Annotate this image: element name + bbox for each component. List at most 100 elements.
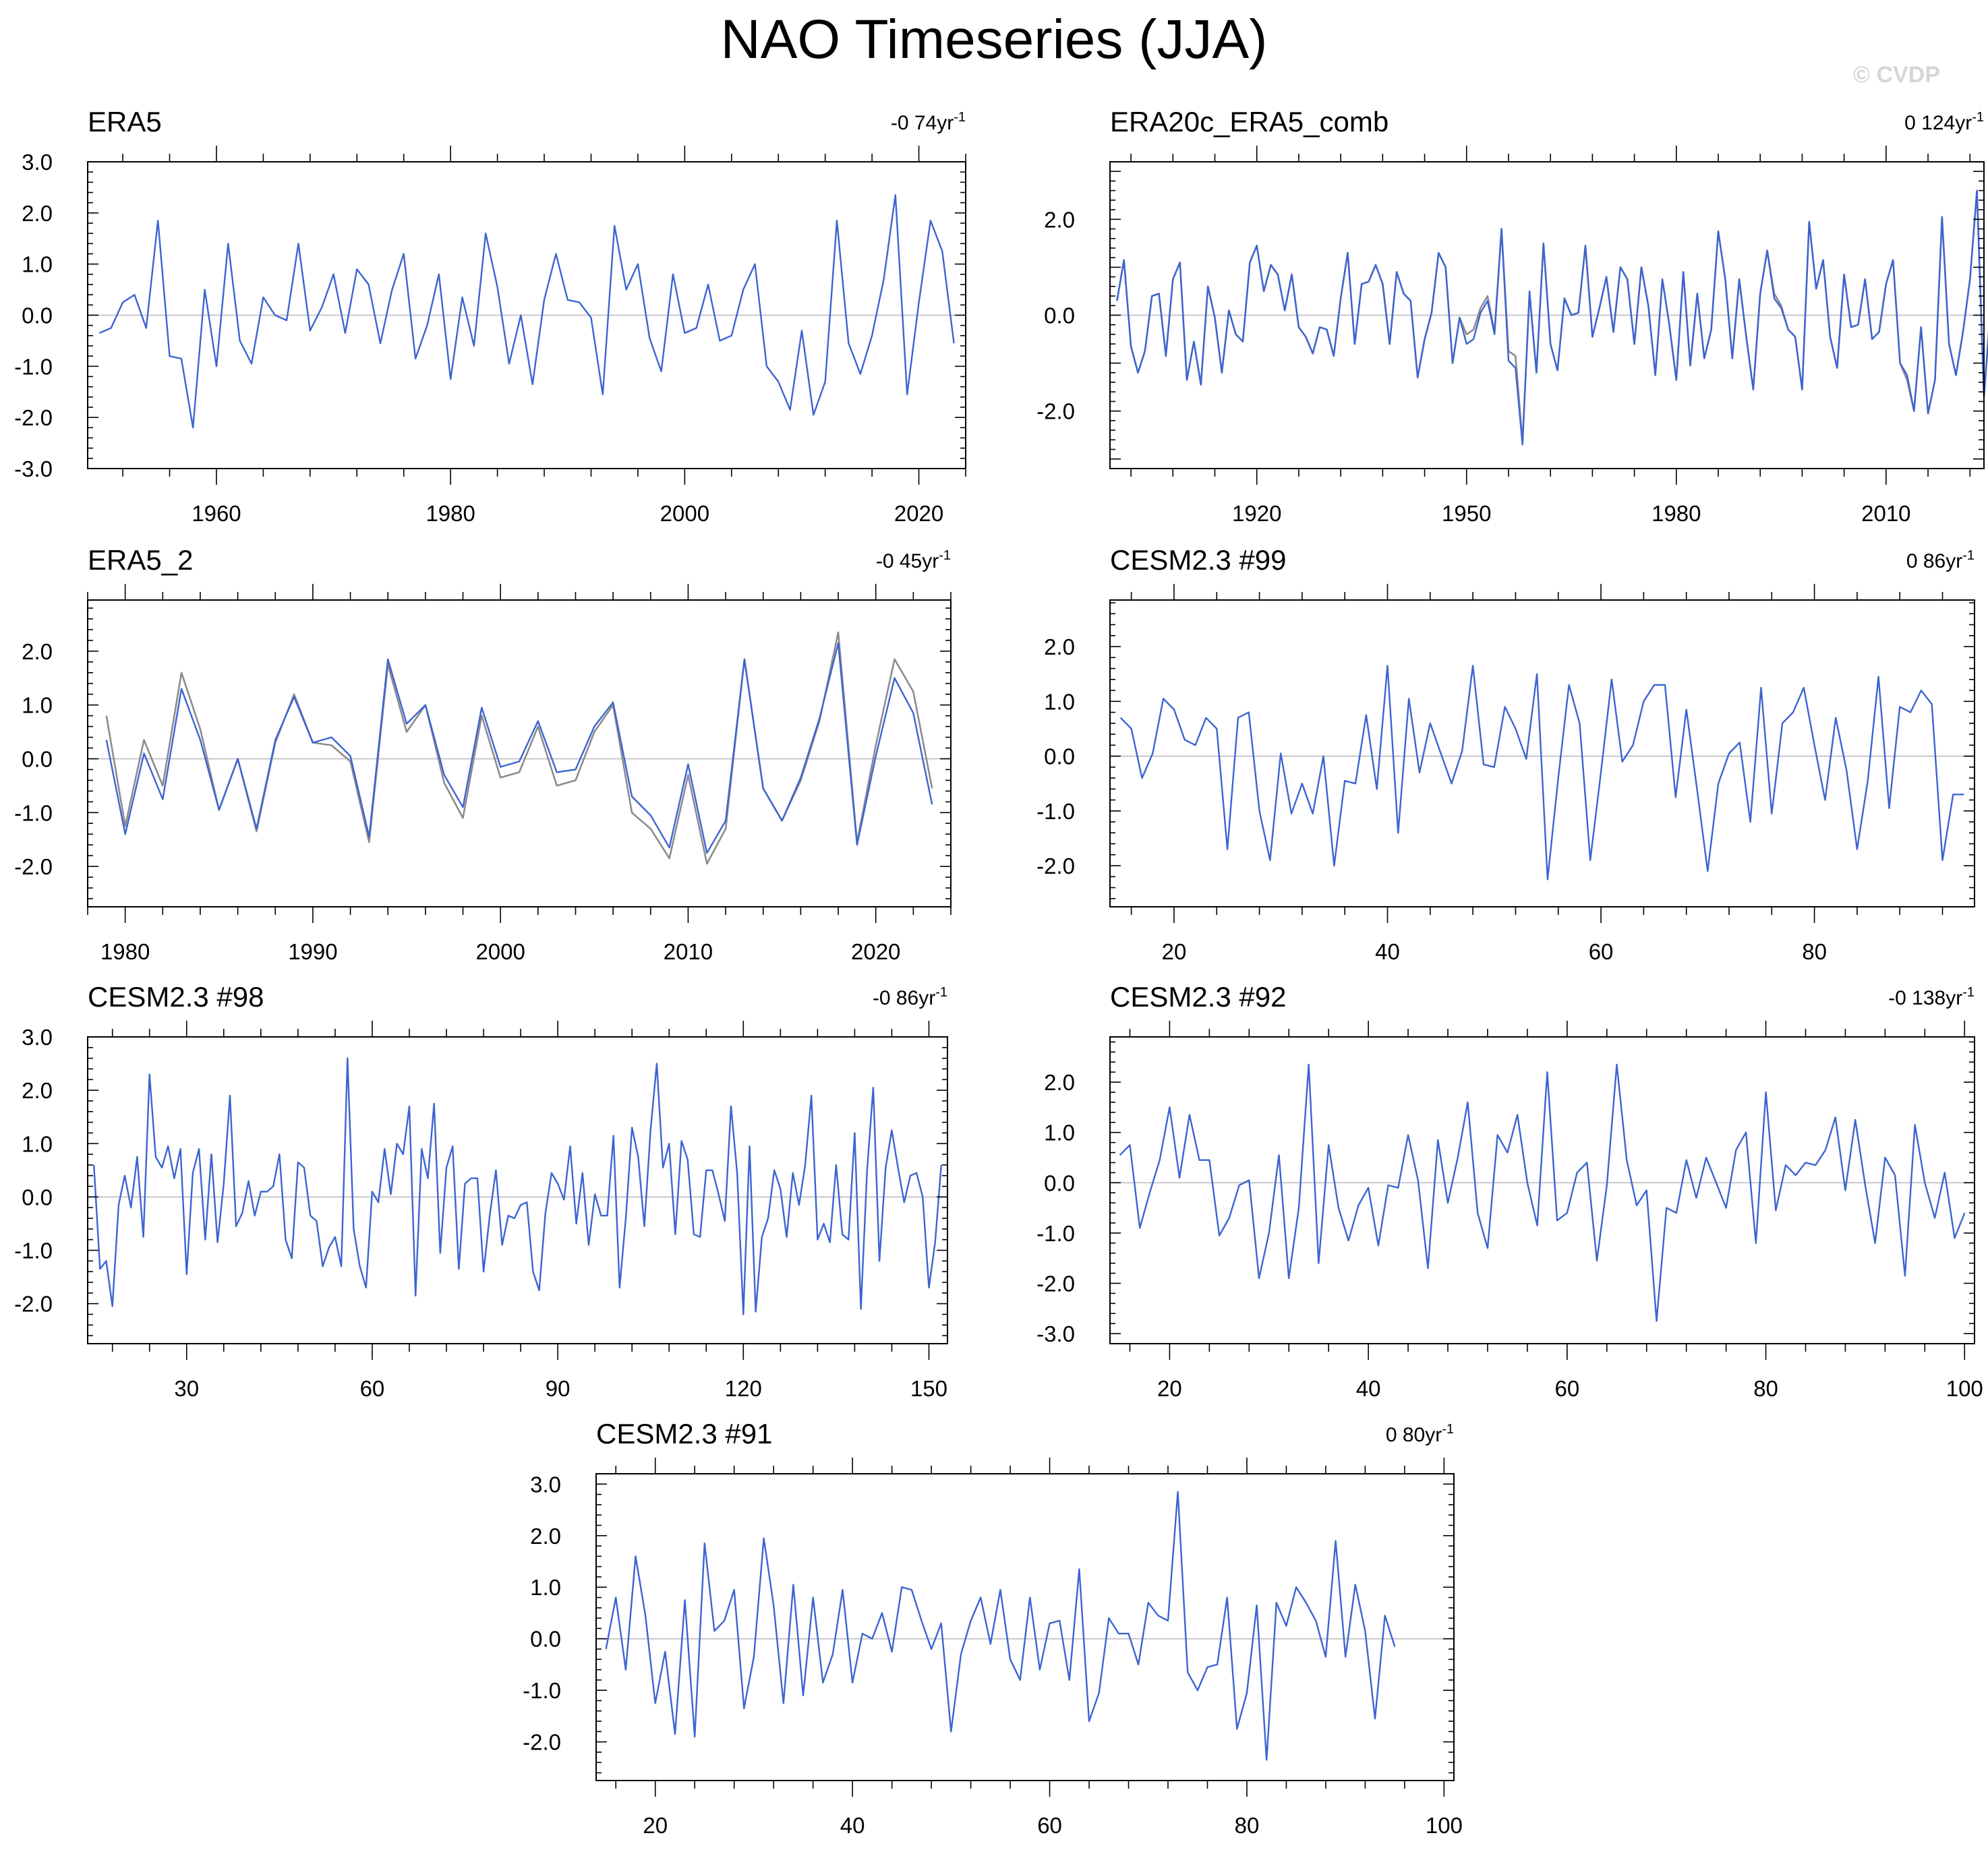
plot-frame xyxy=(87,1036,948,1344)
y-tick-label: -2.0 xyxy=(1036,854,1075,878)
x-tick-label: 40 xyxy=(840,1813,865,1838)
y-tick-label: -1.0 xyxy=(14,354,53,379)
trend-label: 0 80yr-1 xyxy=(1386,1422,1454,1446)
y-tick-label: -2.0 xyxy=(523,1730,561,1755)
panel-title: ERA20c_ERA5_comb xyxy=(1110,106,1388,138)
x-tick-label: 80 xyxy=(1802,939,1827,964)
x-tick-label: 150 xyxy=(910,1376,947,1401)
x-tick-label: 60 xyxy=(1037,1813,1062,1838)
watermark: © CVDP xyxy=(1853,62,1940,88)
chart-panel-cesm92: 2.0 1.0 0.0 -1.0 -2.0 -3.0 20 40 60 80 100 CESM2.3 … xyxy=(1036,981,1983,1401)
y-tick-label: -2.0 xyxy=(1036,1271,1075,1296)
panel-title: ERA5 xyxy=(88,106,162,138)
y-tick-label: 1.0 xyxy=(22,252,53,277)
series-line-observations xyxy=(1116,189,1988,444)
series-line-observations xyxy=(105,631,933,865)
x-tick-label: 1960 xyxy=(192,501,241,526)
trend-label: -0 74yr-1 xyxy=(891,110,966,134)
chart-panel-cesm98: 3.0 2.0 1.0 0.0 -1.0 -2.0 30 60 90 120 150 CESM2.3 … xyxy=(14,981,948,1401)
y-tick-label: 2.0 xyxy=(22,1078,53,1103)
y-tick-label: 2.0 xyxy=(1044,1070,1075,1095)
x-tick-label: 40 xyxy=(1375,939,1400,964)
chart-panel-era20c: 2.0 0.0 -2.0 1920 1950 1980 2010 ERA20c_ERA5_co… xyxy=(1036,106,1988,526)
y-tick-label: -2.0 xyxy=(14,854,53,879)
y-tick-label: 2.0 xyxy=(530,1524,561,1549)
y-tick-label: -1.0 xyxy=(1036,1221,1075,1246)
x-tick-label: 80 xyxy=(1753,1376,1778,1401)
x-tick-label: 90 xyxy=(546,1376,571,1401)
panel-title: CESM2.3 #92 xyxy=(1110,981,1286,1013)
plot-frame xyxy=(1109,599,1975,907)
y-tick-label: 3.0 xyxy=(22,1025,53,1050)
x-tick-label: 1990 xyxy=(288,939,337,964)
x-tick-label: 20 xyxy=(1157,1376,1182,1401)
x-tick-label: 2010 xyxy=(664,939,713,964)
y-tick-label: 2.0 xyxy=(1044,634,1075,659)
plot-frame xyxy=(595,1473,1455,1781)
series-line-model xyxy=(105,642,933,854)
x-tick-label: 20 xyxy=(643,1813,668,1838)
x-tick-label: 80 xyxy=(1235,1813,1260,1838)
y-tick-label: 3.0 xyxy=(530,1472,561,1497)
y-tick-label: -2.0 xyxy=(14,1292,53,1317)
main-title: NAO Timeseries (JJA) xyxy=(720,9,1268,70)
y-tick-label: 1.0 xyxy=(1044,1121,1075,1145)
y-tick-label: 2.0 xyxy=(22,201,53,226)
x-tick-label: 2000 xyxy=(660,501,709,526)
x-tick-label: 100 xyxy=(1946,1376,1983,1401)
y-tick-label: -3.0 xyxy=(14,456,53,481)
y-tick-label: 0.0 xyxy=(1044,744,1075,769)
x-tick-label: 2020 xyxy=(851,939,900,964)
series-line-model xyxy=(98,194,955,429)
y-tick-label: 0.0 xyxy=(530,1627,561,1652)
chart-panel-cesm99: 2.0 1.0 0.0 -1.0 -2.0 20 40 60 80 CESM2.3 #99 0 86… xyxy=(1036,544,1975,964)
x-tick-label: 1950 xyxy=(1442,501,1491,526)
x-tick-label: 40 xyxy=(1356,1376,1381,1401)
x-tick-label: 1980 xyxy=(426,501,475,526)
x-tick-label: 100 xyxy=(1426,1813,1463,1838)
x-tick-label: 60 xyxy=(360,1376,385,1401)
series-line-model xyxy=(1116,189,1988,446)
y-tick-label: -2.0 xyxy=(1036,399,1075,424)
y-tick-label: -1.0 xyxy=(523,1678,561,1703)
y-tick-label: -1.0 xyxy=(1036,799,1075,824)
chart-panel-era5: 3.0 2.0 1.0 0.0 -1.0 -2.0 -3.0 1960 1980 2000 2020… xyxy=(14,106,966,526)
series-line-model xyxy=(605,1491,1396,1761)
y-tick-label: 1.0 xyxy=(530,1575,561,1600)
x-tick-label: 120 xyxy=(725,1376,762,1401)
trend-label: 0 86yr-1 xyxy=(1906,548,1975,572)
y-tick-label: 2.0 xyxy=(1044,207,1075,232)
series-line-model xyxy=(1119,1063,1966,1322)
x-tick-label: 1920 xyxy=(1232,501,1281,526)
y-tick-label: -1.0 xyxy=(14,800,53,825)
trend-label: 0 124yr-1 xyxy=(1904,110,1984,134)
trend-label: -0 138yr-1 xyxy=(1888,985,1975,1009)
panel-title: CESM2.3 #98 xyxy=(88,981,264,1013)
y-tick-label: 0.0 xyxy=(22,303,53,328)
y-tick-label: -2.0 xyxy=(14,405,53,430)
trend-label: -0 86yr-1 xyxy=(873,985,947,1009)
panel-title: CESM2.3 #91 xyxy=(596,1418,772,1450)
x-tick-label: 60 xyxy=(1554,1376,1579,1401)
x-tick-label: 20 xyxy=(1162,939,1187,964)
panel-title: CESM2.3 #99 xyxy=(1110,544,1286,576)
y-tick-label: 1.0 xyxy=(22,693,53,718)
y-tick-label: -3.0 xyxy=(1036,1321,1075,1346)
panel-title: ERA5_2 xyxy=(88,544,193,576)
x-tick-label: 30 xyxy=(174,1376,199,1401)
y-tick-label: 1.0 xyxy=(22,1131,53,1156)
y-tick-label: -1.0 xyxy=(14,1238,53,1263)
plot-frame xyxy=(87,599,952,907)
series-line-model xyxy=(1119,665,1964,880)
x-tick-label: 2010 xyxy=(1861,501,1910,526)
x-tick-label: 1980 xyxy=(1651,501,1701,526)
x-tick-label: 2020 xyxy=(894,501,943,526)
series-line-model xyxy=(93,1057,942,1315)
trend-label: -0 45yr-1 xyxy=(876,548,951,572)
x-tick-label: 1980 xyxy=(100,939,150,964)
y-tick-label: 0.0 xyxy=(22,1185,53,1209)
x-tick-label: 60 xyxy=(1589,939,1614,964)
y-tick-label: 3.0 xyxy=(22,150,53,175)
x-tick-label: 2000 xyxy=(475,939,525,964)
plot-frame xyxy=(1109,1036,1975,1344)
